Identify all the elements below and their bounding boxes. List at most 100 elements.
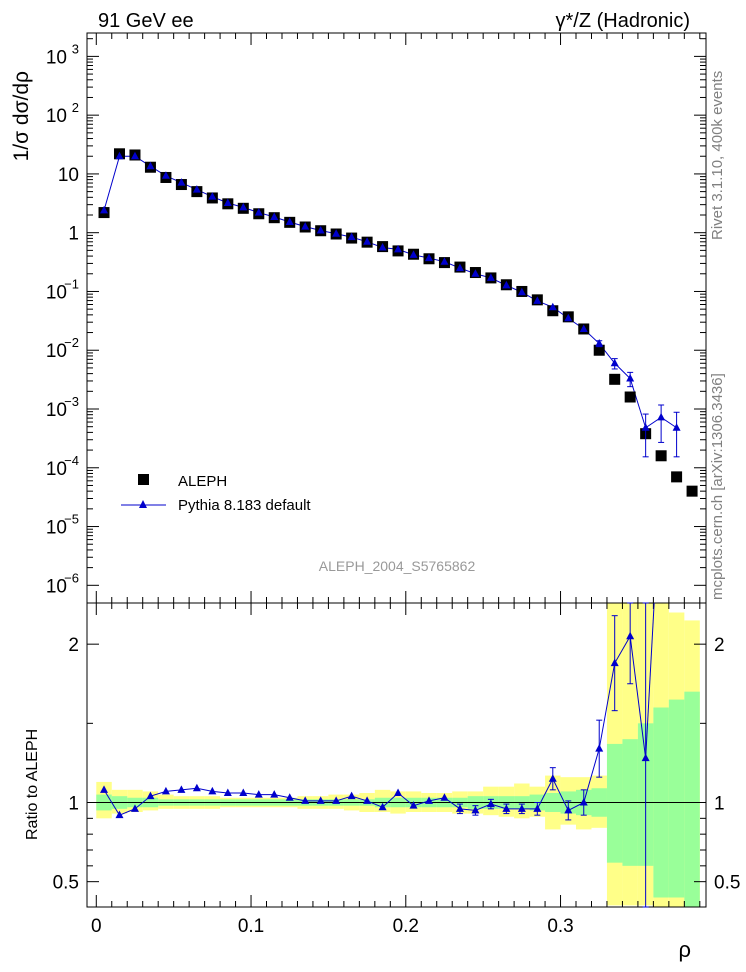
- pythia-point: [471, 269, 480, 277]
- ratio-y-tick-label-right: 2: [714, 635, 725, 656]
- pythia-point: [130, 151, 139, 160]
- uncertainty-band-inner: [684, 691, 700, 907]
- ratio-pythia-point: [579, 798, 588, 806]
- aleph-data-point: [686, 485, 698, 497]
- pythia-point: [146, 161, 155, 170]
- y-tick-label: 10: [46, 400, 67, 421]
- uncertainty-band-inner: [668, 699, 685, 898]
- aleph-data-point: [671, 471, 683, 483]
- ratio-plot-frame: [86, 602, 707, 908]
- y-tick-exponent: −4: [64, 453, 79, 468]
- pythia-point: [595, 339, 604, 347]
- y-tick-exponent: −2: [64, 335, 79, 350]
- pythia-point: [394, 244, 403, 253]
- rivet-version-label: Rivet 3.1.10, 400k events: [709, 71, 726, 240]
- pythia-point: [254, 208, 263, 216]
- pythia-point: [548, 302, 557, 311]
- y-tick-label: 10: [46, 459, 67, 480]
- ratio-pythia-point: [192, 783, 201, 792]
- pythia-point: [672, 423, 681, 431]
- pythia-point: [347, 232, 356, 241]
- process-label: 91 GeV ee: [98, 10, 194, 32]
- ratio-pythia-point: [440, 793, 449, 801]
- pythia-point: [332, 229, 341, 237]
- ratio-pythia-point: [332, 796, 341, 804]
- ratio-pythia-point: [486, 799, 495, 808]
- pythia-point: [100, 205, 109, 214]
- ratio-pythia-point: [610, 658, 619, 667]
- pythia-point: [223, 198, 232, 207]
- pythia-point: [440, 257, 449, 265]
- pythia-point: [161, 171, 170, 179]
- ratio-pythia-point: [223, 788, 232, 796]
- pythia-point: [579, 324, 588, 332]
- ratio-pythia-point: [502, 804, 511, 812]
- pythia-line: [103, 155, 677, 429]
- pythia-point: [239, 202, 248, 211]
- aleph-data-point: [624, 391, 636, 403]
- ratio-pythia-point: [301, 796, 310, 804]
- mcplots-label: mcplots.cern.ch [arXiv:1306.3436]: [709, 373, 726, 600]
- ratio-pythia-point: [394, 788, 403, 796]
- pythia-point: [502, 280, 511, 289]
- ratio-pythia-point: [564, 805, 573, 814]
- channel-label: γ*/Z (Hadronic): [556, 10, 690, 32]
- x-tick-label: 0: [91, 916, 102, 937]
- ratio-y-tick-label: 2: [68, 635, 79, 656]
- pythia-point: [316, 225, 325, 234]
- legend-aleph-marker: [138, 474, 149, 485]
- y-tick-label: 10: [46, 47, 67, 68]
- legend-aleph-label: ALEPH: [178, 473, 227, 490]
- ratio-pythia-point: [239, 788, 248, 796]
- x-tick-label: 0.1: [238, 916, 264, 937]
- ratio-pythia-point: [115, 810, 124, 819]
- ratio-pythia-line: [103, 634, 647, 816]
- pythia-point: [409, 250, 418, 258]
- ratio-pythia-point: [208, 786, 217, 795]
- ratio-plot: 0.5 0.5 1 1 2 2 0 0.1 0.2 0.3: [53, 602, 740, 937]
- y-tick-exponent: −1: [64, 276, 79, 291]
- ratio-pythia-point: [285, 793, 294, 801]
- y-tick-label: 10: [58, 165, 79, 186]
- y-tick-label: 10: [46, 282, 67, 303]
- uncertainty-band-inner: [606, 743, 623, 863]
- ratio-pythia-point: [254, 790, 263, 798]
- pythia-point: [363, 237, 372, 245]
- ratio-pythia-point: [641, 753, 650, 762]
- y-tick-label: 10: [46, 341, 67, 362]
- pythia-point: [533, 296, 542, 304]
- y-axis-title: 1/σ dσ/dρ: [10, 71, 33, 161]
- pythia-point: [115, 151, 124, 160]
- legend: ALEPH Pythia 8.183 default: [121, 473, 311, 514]
- ratio-pythia-point: [347, 791, 356, 800]
- ratio-pythia-point: [455, 804, 464, 812]
- x-tick-label: 0.2: [393, 916, 419, 937]
- y-tick-exponent: −5: [64, 512, 79, 527]
- ratio-pythia-point: [626, 631, 635, 640]
- aleph-data-point: [547, 305, 559, 317]
- ratio-y-tick-label: 0.5: [53, 873, 79, 894]
- pythia-point: [285, 217, 294, 226]
- x-axis-title: ρ: [678, 937, 691, 962]
- ratio-y-axis-title: Ratio to ALEPH: [24, 729, 41, 840]
- y-tick-exponent: −3: [64, 394, 79, 409]
- pythia-point: [610, 358, 619, 367]
- x-tick-label: 0.3: [547, 916, 573, 937]
- ratio-pythia-point: [471, 805, 480, 814]
- pythia-point: [208, 192, 217, 200]
- main-plot-frame: [86, 32, 707, 604]
- ratio-pythia-point: [316, 796, 325, 804]
- y-tick-label: 10: [46, 576, 67, 597]
- ratio-pythia-point: [363, 796, 372, 804]
- y-tick-exponent: 2: [72, 100, 79, 115]
- ratio-pythia-point: [517, 804, 526, 812]
- pythia-point: [177, 178, 186, 186]
- ratio-pythia-point: [409, 801, 418, 809]
- y-tick-label: 10: [46, 106, 67, 127]
- pythia-point: [641, 423, 650, 431]
- ratio-pythia-point: [100, 785, 109, 793]
- analysis-watermark: ALEPH_2004_S5765862: [319, 558, 476, 574]
- pythia-point: [455, 263, 464, 272]
